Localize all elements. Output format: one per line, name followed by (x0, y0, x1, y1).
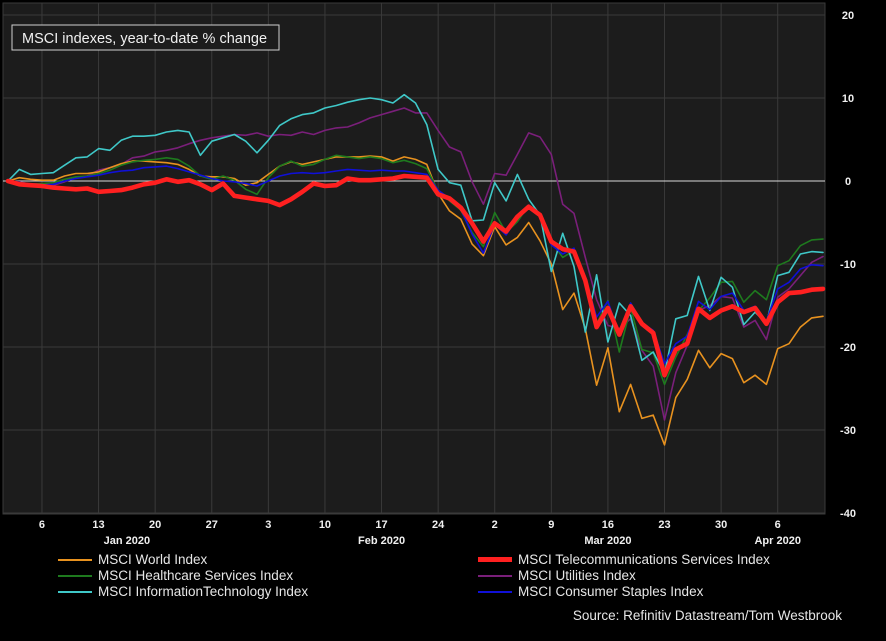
legend-label: MSCI World Index (98, 552, 208, 567)
x-tick-label: 23 (658, 519, 670, 531)
legend-label: MSCI Utilities Index (518, 568, 636, 583)
source-note: Source: Refinitiv Datastream/Tom Westbro… (572, 608, 842, 623)
x-tick-label: 20 (149, 519, 161, 531)
legend-item: MSCI Consumer Staples Index (478, 584, 703, 599)
x-tick-label: 16 (602, 519, 614, 531)
x-month-label: Mar 2020 (584, 535, 631, 547)
legend-item: MSCI World Index (58, 552, 207, 567)
chart-title: MSCI indexes, year-to-date % change (22, 31, 267, 47)
x-tick-label: 17 (375, 519, 387, 531)
series-line-msci-consumer-staples-index (7, 165, 824, 365)
x-tick-label: 13 (92, 519, 104, 531)
legend-item: MSCI InformationTechnology Index (58, 584, 308, 599)
x-tick-label: 6 (39, 519, 45, 531)
x-month-label: Feb 2020 (358, 535, 405, 547)
legend-item: MSCI Healthcare Services Index (58, 568, 293, 583)
legend-item: MSCI Utilities Index (478, 568, 636, 583)
x-tick-label: 30 (715, 519, 727, 531)
y-tick-label: 0 (845, 176, 851, 188)
x-tick-label: 3 (265, 519, 271, 531)
x-tick-label: 10 (319, 519, 331, 531)
x-tick-label: 24 (432, 519, 445, 531)
x-tick-label: 9 (548, 519, 554, 531)
y-tick-label: -40 (840, 508, 856, 520)
x-month-label: Apr 2020 (754, 535, 800, 547)
grid (3, 3, 825, 514)
legend-swatch (58, 590, 92, 593)
plot-area (2, 2, 826, 515)
legend-swatch (58, 574, 92, 577)
x-tick-label: 2 (492, 519, 498, 531)
legend-swatch (478, 590, 512, 593)
y-axis: 20 10 0 -10 -20 -30 -40 (840, 10, 856, 520)
x-axis: 6 13 20 27 3 10 17 24 2 9 16 23 30 6 Jan 2020 Feb 2020 M… (39, 519, 801, 547)
y-tick-label: 20 (842, 10, 854, 22)
chart-plot: 20 10 0 -10 -20 -30 -40 6 13 20 27 3 10 17 24 2 9 16 23 30… (2, 2, 856, 547)
x-month-label: Jan 2020 (104, 535, 150, 547)
legend-swatch (478, 557, 512, 562)
series-layer (5, 93, 826, 446)
legend-label: MSCI Consumer Staples Index (518, 584, 704, 599)
x-tick-label: 6 (775, 519, 781, 531)
legend-item: MSCI Telecommunications Services Index (478, 552, 770, 567)
x-tick-label: 27 (206, 519, 218, 531)
series-line-msci-telecommunications-services-index (5, 173, 826, 378)
legend-label: MSCI Healthcare Services Index (98, 568, 294, 583)
legend: MSCI World Index MSCI Telecommunications … (0, 552, 886, 612)
legend-label: MSCI Telecommunications Services Index (518, 552, 770, 567)
y-tick-label: 10 (842, 93, 854, 105)
chart-title-box: MSCI indexes, year-to-date % change (11, 24, 280, 51)
y-tick-label: -10 (840, 259, 856, 271)
legend-label: MSCI InformationTechnology Index (98, 584, 309, 599)
series-line-msci-informationtechnology-index (7, 93, 824, 375)
y-tick-label: -20 (840, 342, 856, 354)
y-tick-label: -30 (840, 425, 856, 437)
legend-swatch (478, 574, 512, 577)
legend-swatch (58, 558, 92, 561)
